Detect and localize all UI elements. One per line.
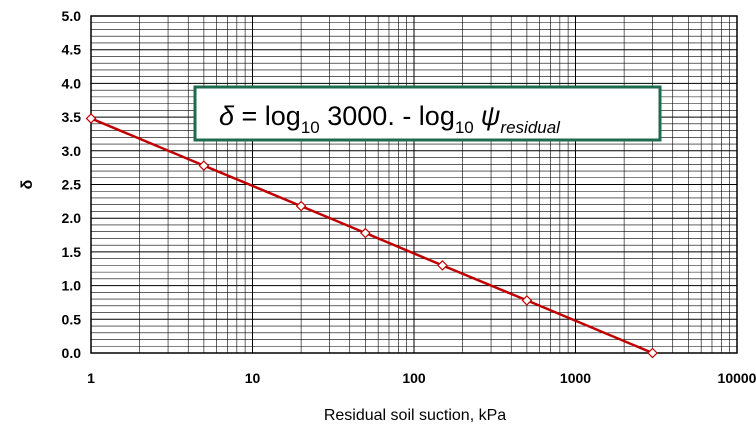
plot-area-frame [90,15,738,354]
x-tick-label: 10 [245,370,261,386]
data-point-marker [521,295,533,306]
y-tick-label: 1.5 [62,244,82,260]
y-axis-title: δ [19,179,36,189]
data-point-marker [360,227,371,239]
y-tick-label: 2.0 [62,210,82,226]
x-tick-labels: 1 10 100 1000 10000 [87,370,756,386]
data-point-marker [198,160,210,171]
equation-psi-sub: residual [500,118,561,137]
data-point-marker [85,113,97,124]
y-tick-label: 0.5 [62,311,82,327]
data-point-marker [647,347,658,359]
data-point-marker [437,260,448,271]
equation-text: δ = log10 3000. - log10 ψresidual [219,101,561,137]
x-tick-label: 100 [402,370,426,386]
equation-sub-1: 10 [301,118,320,137]
x-axis-title: Residual soil suction, kPa [324,407,506,424]
equation-log-1: = log [234,101,301,131]
data-series [85,113,658,359]
data-point-marker [295,200,307,212]
y-tick-label: 4.0 [62,75,82,91]
equation-psi: ψ [481,101,501,131]
y-tick-label: 3.5 [62,109,82,125]
x-tick-label: 10000 [718,370,756,386]
y-tick-label: 1.0 [62,278,82,294]
y-tick-label: 3.0 [62,143,82,159]
equation-sub-2: 10 [455,118,474,137]
equation-delta: δ [219,101,235,131]
y-tick-label: 2.5 [62,177,82,193]
y-tick-labels: 0.0 0.5 1.0 1.5 2.0 2.5 3.0 3.5 4.0 4.5 5.0 [62,8,82,361]
x-tick-label: 1 [87,370,95,386]
y-tick-label: 0.0 [62,345,82,361]
y-tick-label: 5.0 [62,8,82,24]
equation-box-border [193,85,662,142]
equation-box: δ = log10 3000. - log10 ψresidual [193,85,662,142]
x-tick-label: 1000 [560,370,591,386]
equation-middle: 3000. - log [320,101,455,131]
y-tick-label: 4.5 [62,42,82,58]
major-gridlines [91,16,737,353]
